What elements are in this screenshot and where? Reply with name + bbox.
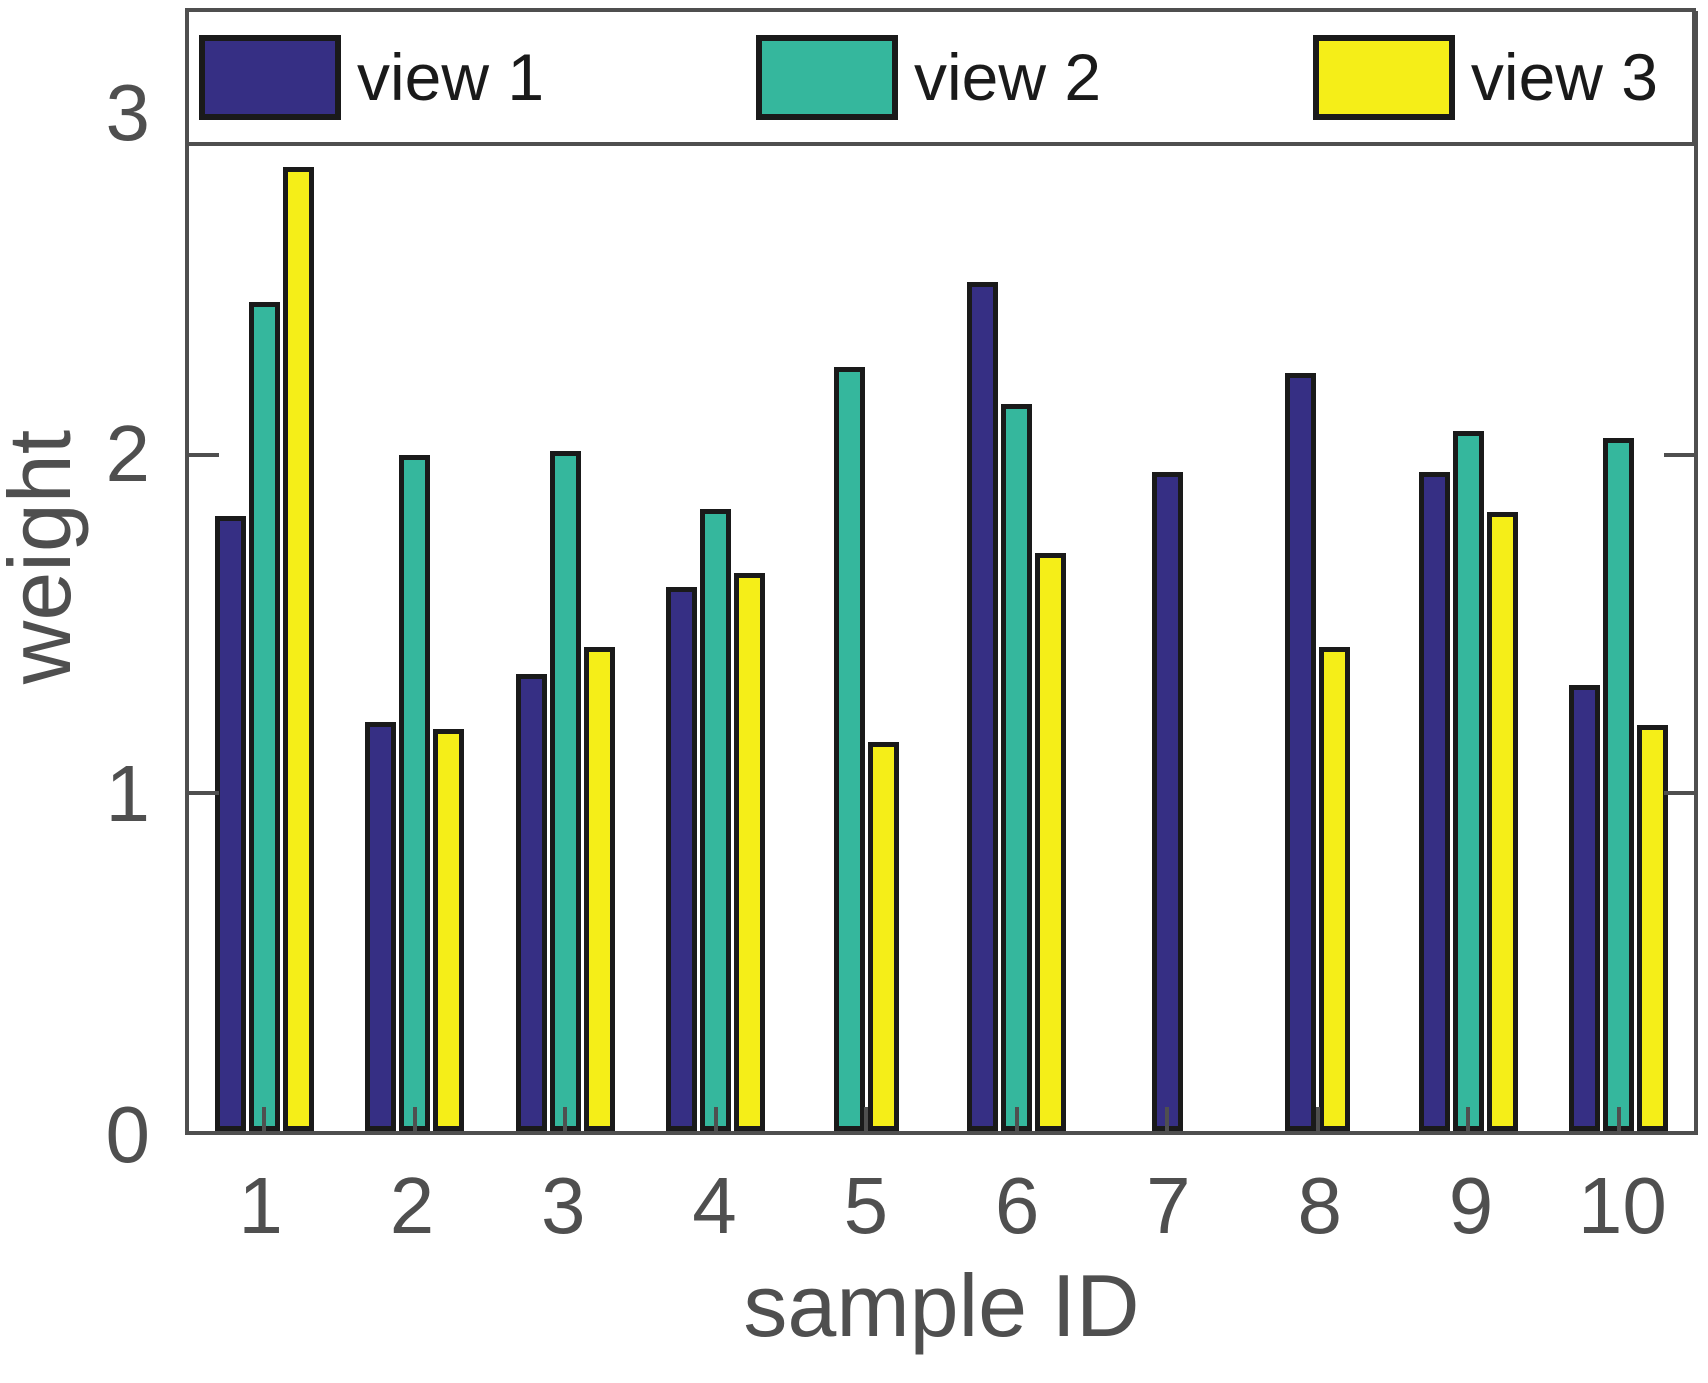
x-tick-label-5: 5	[843, 1161, 889, 1250]
bar-group-5	[791, 15, 942, 1131]
bar-group-4	[641, 15, 792, 1131]
legend-entry-view-3: view 3	[1312, 34, 1658, 120]
bar-view-2-sample-1	[248, 302, 280, 1131]
legend-label-view-3: view 3	[1470, 40, 1658, 114]
bar-group-1	[189, 15, 340, 1131]
bar-group-6	[942, 15, 1093, 1131]
bar-view-3-sample-3	[583, 647, 615, 1131]
x-tick-label-6: 6	[994, 1161, 1040, 1250]
bar-view-2-sample-9	[1452, 430, 1484, 1131]
bar-view-2-sample-6	[1001, 403, 1033, 1131]
x-tick-mark-5	[864, 1107, 869, 1131]
y-tick-label-3: 3	[105, 68, 151, 158]
x-tick-label-4: 4	[692, 1161, 737, 1250]
legend-swatch-view-1	[199, 34, 341, 120]
legend-entry-view-2: view 2	[755, 34, 1102, 120]
legend-label-view-2: view 2	[913, 40, 1102, 114]
x-tick-mark-1	[262, 1107, 267, 1131]
x-tick-label-1: 1	[238, 1161, 283, 1250]
x-tick-mark-3	[563, 1107, 568, 1131]
legend-entry-view-1: view 1	[199, 34, 545, 120]
bar-group-3	[490, 15, 641, 1131]
bar-group-2	[340, 15, 491, 1131]
y-tick-mark-right-2	[1664, 452, 1694, 457]
bar-view-1-sample-2	[365, 721, 397, 1131]
x-tick-mark-9	[1466, 1107, 1471, 1131]
x-tick-mark-10	[1616, 1107, 1621, 1131]
x-tick-label-10: 10	[1577, 1161, 1667, 1250]
legend-swatch-view-2	[755, 34, 898, 120]
bar-view-2-sample-10	[1603, 437, 1635, 1131]
x-tick-mark-6	[1014, 1107, 1019, 1131]
bar-view-3-sample-10	[1637, 725, 1669, 1131]
x-tick-label-8: 8	[1297, 1161, 1342, 1250]
y-tick-label-1: 1	[105, 749, 151, 839]
bar-view-2-sample-2	[399, 454, 431, 1131]
x-tick-label-7: 7	[1146, 1161, 1191, 1250]
bar-group-8	[1243, 15, 1394, 1131]
bar-group-9	[1393, 15, 1544, 1131]
bar-view-3-sample-1	[282, 167, 314, 1131]
bars-layer	[189, 15, 1694, 1131]
bar-view-1-sample-9	[1418, 471, 1450, 1131]
bar-view-1-sample-8	[1285, 373, 1317, 1131]
x-tick-mark-2	[412, 1107, 417, 1131]
bar-view-1-sample-4	[666, 586, 698, 1131]
y-tick-mark-left-2	[189, 452, 219, 457]
x-tick-label-2: 2	[389, 1161, 435, 1250]
bar-view-2-sample-3	[549, 451, 581, 1131]
legend-label-view-1: view 1	[357, 40, 545, 114]
y-tick-mark-left-1	[189, 790, 219, 795]
bar-view-1-sample-1	[214, 515, 246, 1131]
bar-view-3-sample-2	[433, 728, 465, 1131]
x-tick-mark-7	[1165, 1107, 1170, 1131]
plot-area	[185, 11, 1698, 1135]
y-tick-label-0: 0	[105, 1090, 151, 1179]
y-tick-label-2: 2	[105, 408, 151, 498]
bar-group-10	[1544, 15, 1695, 1131]
bar-view-1-sample-7	[1151, 471, 1183, 1131]
x-tick-label-9: 9	[1448, 1161, 1494, 1250]
legend-swatch-view-3	[1312, 34, 1455, 120]
bar-view-3-sample-8	[1319, 647, 1351, 1131]
bar-view-3-sample-6	[1035, 552, 1067, 1131]
x-axis-label: sample ID	[743, 1256, 1140, 1355]
x-tick-mark-4	[713, 1107, 718, 1131]
x-tick-label-3: 3	[540, 1161, 586, 1250]
bar-view-1-sample-6	[967, 282, 999, 1131]
y-tick-mark-right-1	[1664, 790, 1694, 795]
x-tick-mark-8	[1315, 1107, 1320, 1131]
x-tick-labels: 1 2 3 4 5 6 7 8 9 10	[185, 1160, 1698, 1252]
bar-view-1-sample-3	[515, 674, 547, 1131]
bar-view-2-sample-4	[700, 508, 732, 1131]
bar-view-3-sample-4	[734, 573, 766, 1131]
bar-view-2-sample-5	[833, 366, 865, 1131]
legend: view 1 view 2 view 3	[185, 8, 1696, 146]
bar-view-3-sample-5	[867, 742, 899, 1131]
bar-group-7	[1092, 15, 1243, 1131]
bar-view-3-sample-9	[1486, 512, 1518, 1131]
bar-view-1-sample-10	[1569, 684, 1601, 1131]
